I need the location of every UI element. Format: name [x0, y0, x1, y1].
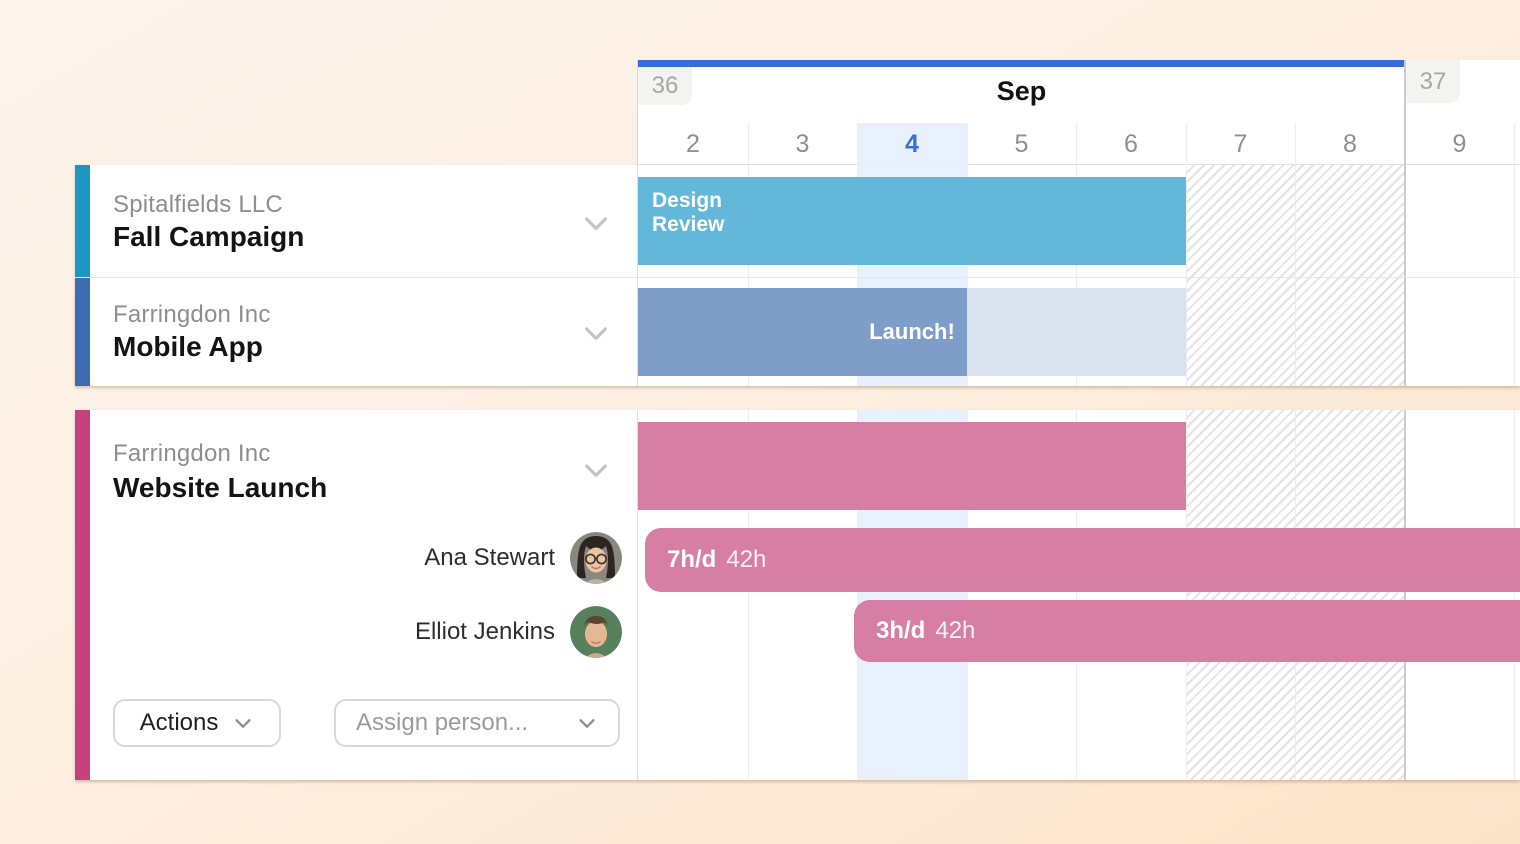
day-header-6: 6	[1124, 129, 1138, 158]
task-bar-mobile-app-tentative[interactable]	[967, 288, 1186, 376]
total-hours: 42h	[935, 617, 976, 644]
client-name: Spitalfields LLC	[113, 191, 283, 218]
milestone-label-launch: Launch!	[869, 319, 955, 344]
assign-person-dropdown[interactable]: Assign person...	[334, 699, 620, 747]
chevron-down-icon[interactable]	[580, 317, 612, 349]
month-label: Sep	[996, 76, 1047, 106]
day-header-7: 7	[1233, 129, 1248, 158]
project-schedule-bar-website-launch[interactable]	[638, 422, 1186, 510]
hours-per-day: 7h/d	[667, 546, 717, 573]
project-card-website-launch: Farringdon Inc Website Launch Ana Stewar…	[75, 410, 1520, 780]
actions-button-label: Actions	[139, 709, 219, 736]
avatar-elliot-jenkins[interactable]	[570, 606, 622, 658]
client-name: Farringdon Inc	[113, 301, 271, 328]
week-divider-line	[1404, 165, 1406, 386]
timeline-grid: Design Review Launch!	[637, 165, 1520, 386]
week-divider-line	[1404, 410, 1406, 780]
assign-person-placeholder: Assign person...	[356, 709, 529, 736]
actions-button[interactable]: Actions	[113, 699, 281, 747]
assignee-name: Ana Stewart	[424, 544, 555, 571]
allocation-bar-ana-stewart[interactable]: 7h/d 42h	[645, 528, 1520, 592]
week-number-badge-36: 36	[638, 67, 692, 105]
task-bar-mobile-app[interactable]	[638, 288, 967, 376]
chevron-down-icon[interactable]	[580, 454, 612, 486]
projects-card-top: Spitalfields LLC Fall Campaign Farringdo…	[75, 165, 1520, 386]
task-bar-label: Design Review	[652, 189, 725, 237]
day-header-2: 2	[686, 129, 700, 158]
project-color-strip-fall-campaign	[75, 165, 90, 277]
chevron-down-icon[interactable]	[580, 207, 612, 239]
avatar-ana-stewart[interactable]	[570, 532, 622, 584]
day-header-4-selected: 4	[857, 123, 967, 165]
day-header-3: 3	[795, 129, 810, 158]
chevron-down-icon	[579, 719, 595, 728]
project-name-website-launch: Website Launch	[113, 472, 328, 503]
project-color-strip-website-launch	[75, 410, 90, 780]
total-hours: 42h	[726, 546, 767, 573]
project-name-mobile-app: Mobile App	[113, 331, 263, 362]
day-header-9: 9	[1452, 129, 1467, 158]
current-week-accent-bar	[638, 60, 1405, 67]
allocation-bar-elliot-jenkins[interactable]: 3h/d 42h	[854, 600, 1520, 662]
day-header-8: 8	[1343, 129, 1357, 158]
hours-per-day: 3h/d	[876, 617, 926, 644]
project-name-fall-campaign: Fall Campaign	[113, 221, 305, 252]
chevron-down-icon	[235, 719, 251, 728]
day-header-5: 5	[1014, 129, 1029, 158]
task-bar-design-review[interactable]: Design Review	[638, 177, 1186, 265]
day-header-row: 2 3 4 5 6 7 8 9	[638, 123, 1520, 165]
week-divider-line	[1404, 60, 1406, 165]
project-color-strip-mobile-app	[75, 277, 90, 386]
week-number-badge-37: 37	[1406, 60, 1460, 103]
assignee-name: Elliot Jenkins	[414, 618, 555, 645]
timeline-header: 36 37 Sep 2 3 4 5 6 7 8 9	[637, 60, 1520, 165]
client-name: Farringdon Inc	[113, 440, 271, 467]
timeline-grid: 7h/d 42h 3h/d 42h	[637, 410, 1520, 780]
